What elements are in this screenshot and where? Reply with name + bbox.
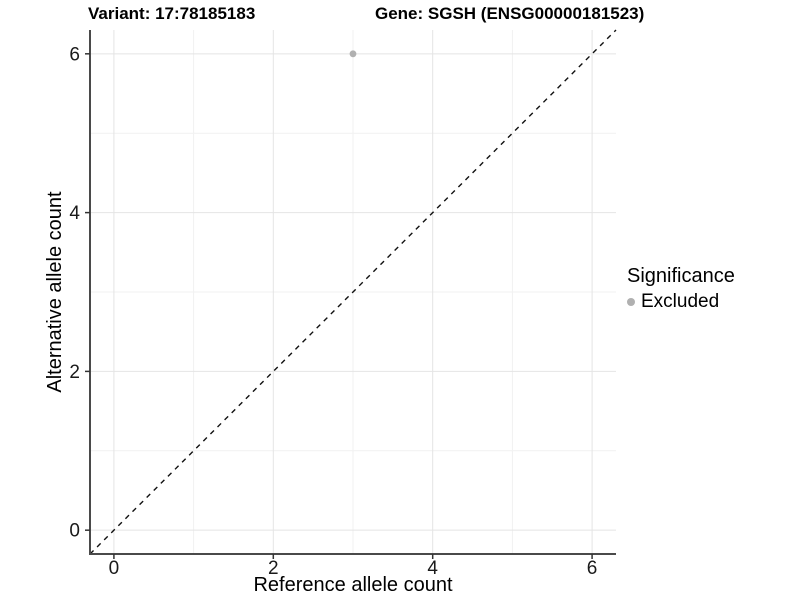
x-axis-title: Reference allele count — [253, 574, 453, 596]
y-axis-title: Alternative allele count — [44, 191, 66, 393]
legend-item-excluded: Excluded — [627, 291, 735, 313]
x-tick-label: 6 — [587, 558, 598, 579]
plot-title-variant: Variant: 17:78185183 — [88, 4, 256, 23]
data-point — [349, 50, 357, 58]
y-tick-label: 4 — [69, 203, 80, 224]
x-tick-label: 4 — [427, 558, 438, 579]
x-tick-label: 0 — [109, 558, 120, 579]
legend-point-icon — [627, 298, 635, 306]
x-tick-label: 2 — [268, 558, 279, 579]
legend-item-label: Excluded — [641, 291, 720, 312]
y-tick-label: 0 — [69, 521, 80, 542]
legend: Significance Excluded — [627, 265, 735, 313]
y-tick-label: 2 — [69, 362, 80, 383]
identity-reference-line — [89, 29, 617, 555]
legend-title: Significance — [627, 265, 735, 287]
y-tick-label: 6 — [69, 44, 80, 65]
plot-title-gene: Gene: SGSH (ENSG00000181523) — [375, 4, 645, 23]
